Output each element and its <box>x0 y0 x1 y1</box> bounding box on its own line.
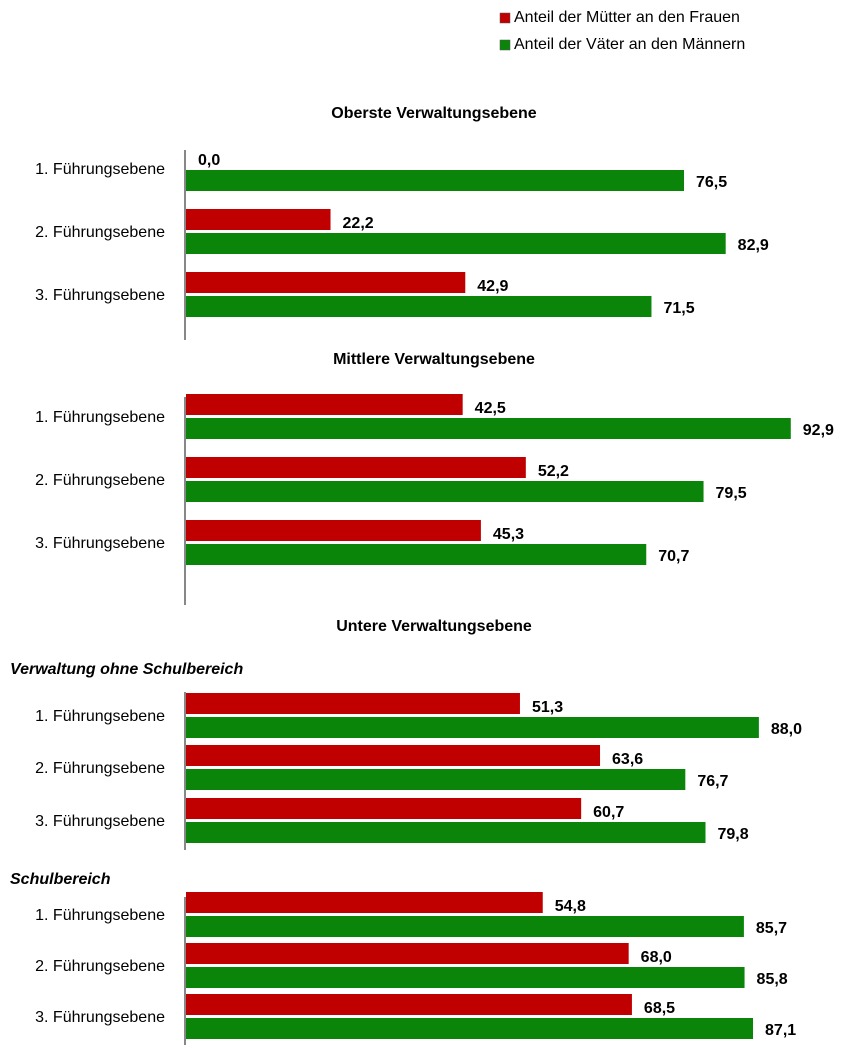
value-label: 60,7 <box>593 804 624 821</box>
value-label: 88,0 <box>771 721 802 738</box>
value-label: 22,2 <box>343 215 374 232</box>
bar <box>186 745 601 766</box>
value-label: 76,7 <box>697 773 728 790</box>
category-label: 3. Führungsebene <box>35 1009 165 1026</box>
category-label: 2. Führungsebene <box>35 958 165 975</box>
bar <box>186 967 745 988</box>
legend-label: Anteil der Väter an den Männern <box>514 36 745 53</box>
bar <box>186 394 463 415</box>
bar <box>186 481 704 502</box>
bar <box>186 418 791 439</box>
bar <box>186 892 543 913</box>
value-label: 82,9 <box>738 237 769 254</box>
category-label: 3. Führungsebene <box>35 535 165 552</box>
value-label: 76,5 <box>696 174 727 191</box>
bar <box>186 916 744 937</box>
bar <box>186 1018 754 1039</box>
value-label: 68,0 <box>641 949 672 966</box>
legend-label: Anteil der Mütter an den Frauen <box>514 9 740 26</box>
bar <box>186 520 481 541</box>
value-label: 85,8 <box>757 971 788 988</box>
value-label: 70,7 <box>658 548 689 565</box>
bar <box>186 457 526 478</box>
value-label: 87,1 <box>765 1022 796 1039</box>
bar <box>186 822 706 843</box>
bar <box>186 209 331 230</box>
legend-swatch <box>499 39 511 51</box>
bar <box>186 693 520 714</box>
panel-subtitle: Schulbereich <box>10 871 111 888</box>
value-label: 79,8 <box>717 826 748 843</box>
panel-title: Mittlere Verwaltungsebene <box>333 351 535 368</box>
bar <box>186 798 582 819</box>
bar <box>186 272 466 293</box>
value-label: 45,3 <box>493 526 524 543</box>
value-label: 42,9 <box>477 278 508 295</box>
category-label: 2. Führungsebene <box>35 760 165 777</box>
value-label: 54,8 <box>555 898 586 915</box>
panel-title: Untere Verwaltungsebene <box>336 618 532 635</box>
value-label: 68,5 <box>644 1000 675 1017</box>
value-label: 85,7 <box>756 920 787 937</box>
value-label: 71,5 <box>663 300 694 317</box>
value-label: 79,5 <box>716 485 747 502</box>
category-label: 1. Führungsebene <box>35 708 165 725</box>
value-label: 92,9 <box>803 422 834 439</box>
category-label: 2. Führungsebene <box>35 472 165 489</box>
bar <box>186 544 647 565</box>
category-label: 1. Führungsebene <box>35 409 165 426</box>
bar <box>186 943 629 964</box>
legend-swatch <box>499 12 511 24</box>
bar <box>186 296 652 317</box>
bar <box>186 769 686 790</box>
category-label: 2. Führungsebene <box>35 224 165 241</box>
category-label: 1. Führungsebene <box>35 161 165 178</box>
value-label: 63,6 <box>612 751 643 768</box>
panel-title: Oberste Verwaltungsebene <box>331 105 537 122</box>
category-label: 3. Führungsebene <box>35 287 165 304</box>
bar <box>186 717 759 738</box>
value-label: 0,0 <box>198 152 220 169</box>
panel-subtitle: Verwaltung ohne Schulbereich <box>10 661 243 678</box>
bar <box>186 994 632 1015</box>
value-label: 51,3 <box>532 699 563 716</box>
category-label: 1. Führungsebene <box>35 907 165 924</box>
value-label: 42,5 <box>475 400 506 417</box>
value-label: 52,2 <box>538 463 569 480</box>
bar <box>186 233 726 254</box>
bar <box>186 170 685 191</box>
category-label: 3. Führungsebene <box>35 813 165 830</box>
